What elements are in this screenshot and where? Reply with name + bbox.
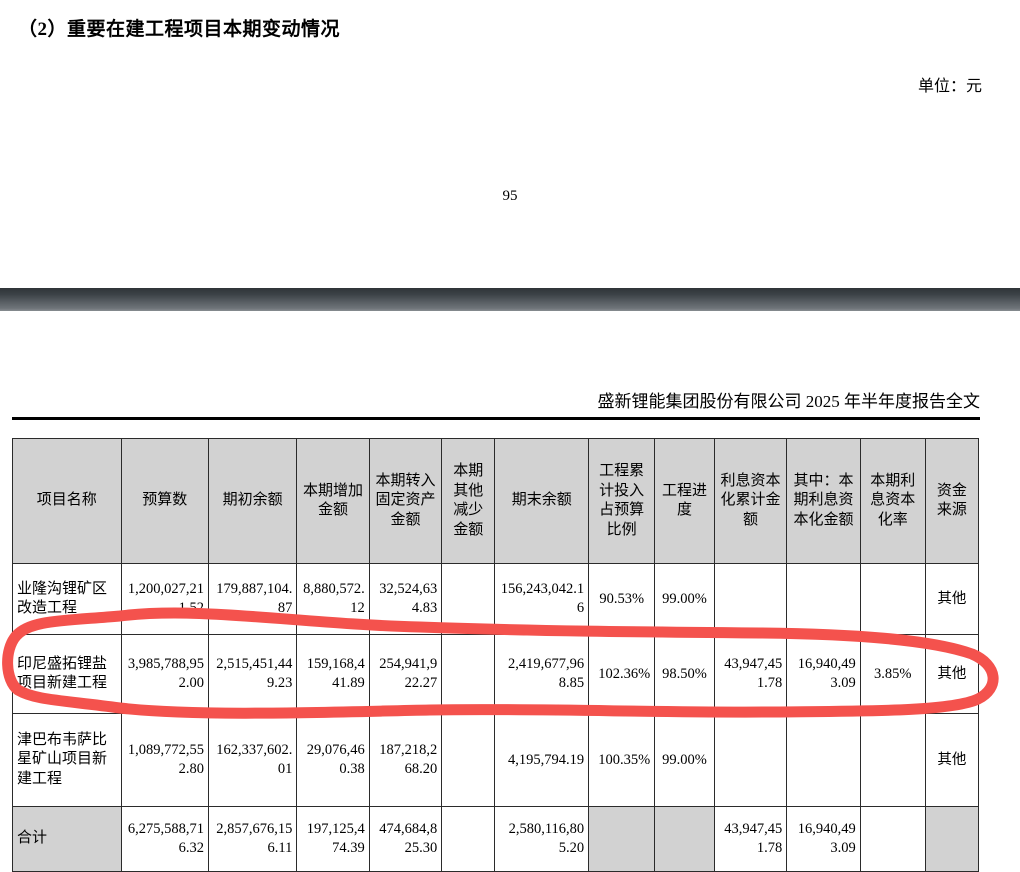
- cell-budget: 3,985,788,952.00: [120, 634, 209, 714]
- header-project-name: 项目名称: [12, 438, 122, 564]
- cell-opening-balance: 179,887,104.87: [207, 563, 298, 635]
- header-budget: 预算数: [120, 438, 209, 564]
- cell-increase-amount: 29,076,460.38: [296, 713, 370, 807]
- cell-progress: 99.00%: [654, 713, 715, 807]
- cell-interest-cap-rate: 3.85%: [859, 634, 926, 714]
- page-fragment-top: （2）重要在建工程项目本期变动情况 单位：元 95: [0, 0, 1020, 288]
- cell-total-transfer-to-fixed-assets: 474,684,825.30: [368, 806, 443, 872]
- cell-budget: 1,200,027,211.52: [120, 563, 209, 635]
- cell-total-other-decrease: [441, 806, 496, 872]
- cell-closing-balance: 2,419,677,968.85: [494, 634, 590, 714]
- header-closing-balance: 期末余额: [494, 438, 590, 564]
- header-interest-cap-cumulative: 利息资本化累计金额: [713, 438, 788, 564]
- header-opening-balance: 期初余额: [207, 438, 298, 564]
- cell-project-name: 津巴布韦萨比星矿山项目新建工程: [12, 713, 122, 807]
- page-number: 95: [502, 188, 518, 204]
- cell-total-investment-ratio: [588, 806, 656, 872]
- cell-funding-source: 其他: [924, 713, 980, 807]
- cell-budget: 1,089,772,552.80: [120, 713, 209, 807]
- cell-interest-cap-period: 16,940,493.09: [786, 634, 861, 714]
- cell-progress: 99.00%: [654, 563, 715, 635]
- cell-total-funding-source: [924, 806, 980, 872]
- cell-increase-amount: 159,168,441.89: [296, 634, 370, 714]
- cell-total-interest-cap-rate: [859, 806, 926, 872]
- cell-closing-balance: 4,195,794.19: [494, 713, 590, 807]
- cell-funding-source: 其他: [924, 634, 980, 714]
- cell-investment-ratio: 90.53%: [588, 563, 656, 635]
- cell-interest-cap-cumulative: [713, 563, 788, 635]
- cell-transfer-to-fixed-assets: 32,524,634.83: [368, 563, 443, 635]
- header-other-decrease: 本期其他减少金额: [441, 438, 496, 564]
- cell-interest-cap-rate: [859, 563, 926, 635]
- header-investment-ratio: 工程累计投入占预算比例: [588, 438, 656, 564]
- header-interest-cap-period: 其中：本期利息资本化金额: [786, 438, 861, 564]
- cell-total-budget: 6,275,588,716.32: [120, 806, 209, 872]
- cell-increase-amount: 8,880,572.12: [296, 563, 370, 635]
- table-row: 印尼盛拓锂盐项目新建工程 3,985,788,952.00 2,515,451,…: [12, 634, 980, 714]
- table-row: 津巴布韦萨比星矿山项目新建工程 1,089,772,552.80 162,337…: [12, 713, 980, 807]
- cell-total-interest-cap-period: 16,940,493.09: [786, 806, 861, 872]
- header-progress: 工程进度: [654, 438, 715, 564]
- cell-interest-cap-cumulative: 43,947,451.78: [713, 634, 788, 714]
- cell-opening-balance: 2,515,451,449.23: [207, 634, 298, 714]
- cell-total-label: 合计: [12, 806, 122, 872]
- cell-progress: 98.50%: [654, 634, 715, 714]
- cell-investment-ratio: 102.36%: [588, 634, 656, 714]
- header-funding-source: 资金来源: [924, 438, 980, 564]
- cell-interest-cap-period: [786, 713, 861, 807]
- header-increase-amount: 本期增加金额: [296, 438, 370, 564]
- cell-total-closing-balance: 2,580,116,805.20: [494, 806, 590, 872]
- cell-other-decrease: [441, 634, 496, 714]
- cell-interest-cap-rate: [859, 713, 926, 807]
- cell-other-decrease: [441, 563, 496, 635]
- cell-transfer-to-fixed-assets: 187,218,268.20: [368, 713, 443, 807]
- cell-total-opening-balance: 2,857,676,156.11: [207, 806, 298, 872]
- cell-project-name: 业隆沟锂矿区改造工程: [12, 563, 122, 635]
- cell-total-increase-amount: 197,125,474.39: [296, 806, 370, 872]
- table-total-row: 合计 6,275,588,716.32 2,857,676,156.11 197…: [12, 806, 980, 872]
- cell-interest-cap-cumulative: [713, 713, 788, 807]
- page-separator-band: [0, 288, 1020, 311]
- table-row: 业隆沟锂矿区改造工程 1,200,027,211.52 179,887,104.…: [12, 563, 980, 635]
- cell-other-decrease: [441, 713, 496, 807]
- unit-note: 单位：元: [917, 78, 982, 95]
- cell-investment-ratio: 100.35%: [588, 713, 656, 807]
- table-header-row: 项目名称 预算数 期初余额 本期增加金额 本期转入固定资产金额 本期其他减少金额…: [12, 438, 980, 564]
- header-interest-cap-rate: 本期利息资本化率: [859, 438, 926, 564]
- cell-funding-source: 其他: [924, 563, 980, 635]
- construction-in-progress-table-wrapper: 项目名称 预算数 期初余额 本期增加金额 本期转入固定资产金额 本期其他减少金额…: [12, 438, 980, 872]
- header-transfer-to-fixed-assets: 本期转入固定资产金额: [368, 438, 443, 564]
- construction-in-progress-table: 项目名称 预算数 期初余额 本期增加金额 本期转入固定资产金额 本期其他减少金额…: [12, 438, 980, 872]
- cell-opening-balance: 162,337,602.01: [207, 713, 298, 807]
- cell-total-progress: [654, 806, 715, 872]
- header-rule: [12, 417, 980, 420]
- cell-project-name: 印尼盛拓锂盐项目新建工程: [12, 634, 122, 714]
- cell-interest-cap-period: [786, 563, 861, 635]
- cell-total-interest-cap-cumulative: 43,947,451.78: [713, 806, 788, 872]
- cell-transfer-to-fixed-assets: 254,941,922.27: [368, 634, 443, 714]
- section-title: （2）重要在建工程项目本期变动情况: [18, 19, 341, 40]
- page-fragment-bottom: 盛新锂能集团股份有限公司 2025 年半年度报告全文 项目名称: [0, 311, 1020, 872]
- cell-closing-balance: 156,243,042.16: [494, 563, 590, 635]
- running-header: 盛新锂能集团股份有限公司 2025 年半年度报告全文: [597, 392, 981, 411]
